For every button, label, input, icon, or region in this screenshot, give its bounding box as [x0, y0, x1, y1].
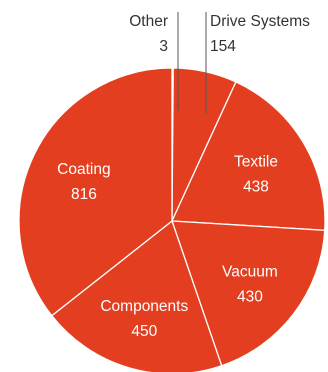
slice-label-textile: Textile	[234, 154, 278, 171]
slice-textile	[171, 81, 326, 232]
slice-value-drive-systems: 154	[210, 38, 236, 55]
slice-value-other: 3	[159, 38, 168, 55]
slice-label-vacuum: Vacuum	[222, 263, 278, 280]
slice-components	[50, 219, 223, 372]
slice-label-drive-systems: Drive Systems	[210, 13, 310, 30]
slice-vacuum	[171, 220, 326, 367]
slice-coating	[18, 67, 173, 317]
slice-label-coating: Coating	[57, 161, 110, 178]
slice-value-components: 450	[131, 323, 157, 340]
slice-label-components: Components	[100, 298, 188, 315]
pie-slices	[18, 67, 326, 372]
slice-value-vacuum: 430	[237, 288, 263, 305]
slice-label-other: Other	[129, 13, 168, 30]
pie-labels: Other 3 Drive Systems 154 Textile 438 Vacuum 43…	[57, 12, 310, 340]
slice-value-textile: 438	[243, 179, 269, 196]
slice-value-coating: 816	[71, 186, 97, 203]
